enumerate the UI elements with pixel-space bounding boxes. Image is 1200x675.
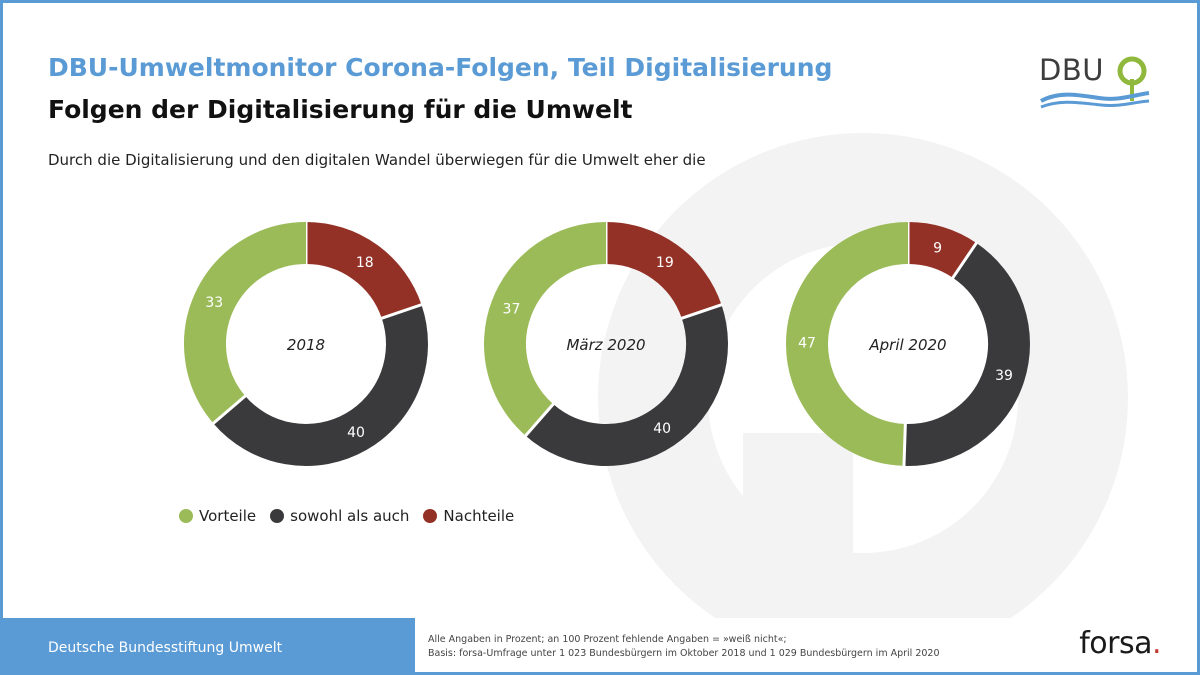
donut-chart-maerz-2020: 19 40 37 März 2020 bbox=[484, 221, 728, 466]
footer-note-area: Alle Angaben in Prozent; an 100 Prozent … bbox=[415, 618, 1197, 672]
donut-slice-vorteile bbox=[184, 222, 307, 424]
donut-value-label-vorteile: 47 bbox=[798, 335, 816, 351]
legend-swatch-sowohl bbox=[270, 509, 285, 523]
donut-slice-vorteile bbox=[786, 222, 909, 466]
donut-value-label-nachteile: 9 bbox=[933, 240, 942, 256]
donut-separator bbox=[380, 302, 423, 320]
donut-value-label-nachteile: 18 bbox=[356, 255, 374, 271]
footer-note: Alle Angaben in Prozent; an 100 Prozent … bbox=[428, 633, 940, 661]
donut-separator bbox=[680, 303, 723, 321]
donut-value-label-sowohl-als-auch: 40 bbox=[347, 425, 365, 441]
donut-value-label-sowohl-als-auch: 39 bbox=[995, 368, 1013, 384]
legend-label-sowohl: sowohl als auch bbox=[290, 507, 410, 525]
donut-charts: 18 40 33 2018 19 40 37 März 2020 9 39 47 April 2020 bbox=[184, 221, 1030, 467]
footer-org-bar: Deutsche Bundesstiftung Umwelt bbox=[3, 618, 415, 672]
page-subtitle: Folgen der Digitalisierung für die Umwel… bbox=[48, 95, 633, 124]
donut-separator bbox=[523, 402, 556, 438]
survey-question: Durch die Digitalisierung und den digita… bbox=[48, 151, 706, 169]
donut-separator bbox=[902, 422, 907, 467]
dbu-logo: DBU bbox=[1039, 51, 1151, 111]
footer-note-line-1: Alle Angaben in Prozent; an 100 Prozent … bbox=[428, 634, 787, 645]
donut-slice-sowohl-als-auch bbox=[903, 242, 1030, 466]
donut-center-title: März 2020 bbox=[566, 336, 645, 354]
legend-item-vorteile: Vorteile bbox=[179, 507, 256, 525]
forsa-logo: forsa. bbox=[1079, 626, 1161, 661]
donut-slice-sowohl-als-auch bbox=[213, 304, 428, 466]
donut-value-label-nachteile: 19 bbox=[656, 255, 674, 271]
donut-center-title: April 2020 bbox=[868, 336, 946, 354]
donut-slice-nachteile bbox=[605, 222, 722, 319]
legend-swatch-nachteile bbox=[423, 509, 438, 523]
donut-chart-2018: 18 40 33 2018 bbox=[184, 221, 428, 466]
dbu-logo-icon bbox=[1040, 56, 1150, 109]
donut-separator bbox=[211, 394, 247, 426]
donut-chart-april-2020: 9 39 47 April 2020 bbox=[786, 221, 1030, 467]
donut-slice-nachteile bbox=[907, 222, 977, 279]
donut-separator bbox=[951, 241, 979, 280]
donut-value-label-vorteile: 37 bbox=[503, 301, 521, 317]
donut-slice-sowohl-als-auch bbox=[525, 304, 728, 466]
donut-slice-vorteile bbox=[484, 222, 607, 436]
donut-value-label-sowohl-als-auch: 40 bbox=[653, 421, 671, 437]
forsa-logo-dot: . bbox=[1151, 626, 1162, 661]
legend-label-nachteile: Nachteile bbox=[443, 507, 515, 525]
donut-center-title: 2018 bbox=[287, 336, 325, 354]
footer-note-line-2: Basis: forsa-Umfrage unter 1 023 Bundesb… bbox=[428, 648, 940, 659]
forsa-logo-text: forsa bbox=[1079, 626, 1152, 661]
legend-item-sowohl: sowohl als auch bbox=[270, 507, 409, 525]
legend-item-nachteile: Nachteile bbox=[423, 507, 514, 525]
page-title: DBU-Umweltmonitor Corona-Folgen, Teil Di… bbox=[48, 53, 833, 82]
donut-value-label-vorteile: 33 bbox=[205, 295, 223, 311]
legend-swatch-vorteile bbox=[179, 509, 193, 523]
footer-org-name: Deutsche Bundesstiftung Umwelt bbox=[48, 640, 283, 656]
donut-slice-nachteile bbox=[305, 222, 422, 319]
chart-legend: Vorteile sowohl als auch Nachteile bbox=[179, 507, 514, 525]
dbu-logo-text: DBU bbox=[1039, 53, 1104, 87]
legend-label-vorteile: Vorteile bbox=[199, 507, 257, 525]
